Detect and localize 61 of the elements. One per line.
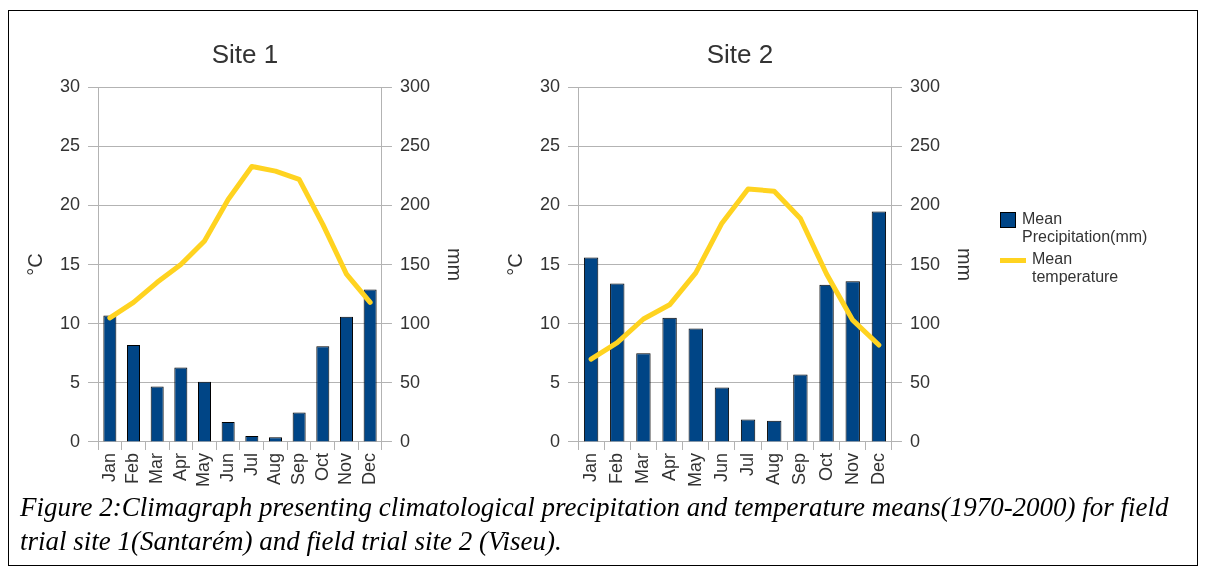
y2-tick-label: 50 [399,371,420,392]
y2-tick-label: 50 [909,371,930,392]
x-tick-label: Jun [710,453,731,483]
x-tick-label: Mar [146,452,167,484]
y-axis-title: °C [503,253,526,276]
y2-tick-label: 100 [909,312,941,333]
caption: Figure 2:Climagraph presenting climatological precipitation and temperature means(1970-2000) for field trial site 1(Santarém) and field trial site 2 (Viseu). [20,491,1170,558]
y2-axis-title: mm [954,247,977,282]
x-tick-label: Sep [789,453,810,486]
chart-title: Site 2 [706,38,774,69]
x-tick-label: Feb [606,453,627,485]
y-tick-label: 5 [70,371,81,392]
x-tick-label: Aug [763,453,784,486]
x-tick-label: May [193,453,214,488]
y-tick-label: 10 [59,312,81,333]
x-tick-label: Nov [841,453,862,486]
y-tick-label: 20 [539,194,561,215]
x-tick-label: Feb [122,453,143,485]
x-tick-label: Jun [217,453,238,483]
x-tick-label: Nov [335,453,356,486]
x-tick-label: Jul [240,453,261,477]
x-tick-label: Mar [632,452,653,484]
x-tick-label: Apr [169,452,190,482]
y-tick-label: 25 [539,135,561,156]
x-tick-label: Aug [264,453,285,486]
y-tick-label: 10 [539,312,561,333]
y2-tick-label: 150 [399,253,431,274]
y2-tick-label: 0 [909,430,920,451]
y-tick-label: 15 [59,253,81,274]
y-tick-label: 30 [539,76,561,97]
y-tick-label: 25 [59,135,81,156]
x-tick-label: May [684,453,705,488]
y2-axis-title: mm [444,247,467,282]
x-tick-label: Apr [658,452,679,482]
y-tick-label: 0 [550,430,561,451]
legend-label: Mean Precipitation(mm) [1022,210,1149,246]
legend-label: Mean temperature [1032,250,1120,286]
y2-tick-label: 300 [399,76,431,97]
y-tick-label: 20 [59,194,81,215]
y-tick-label: 15 [539,253,561,274]
x-tick-label: Dec [359,453,380,486]
x-tick-label: Dec [867,453,888,486]
x-tick-label: Sep [288,453,309,486]
x-tick-label: Jul [737,453,758,477]
y-tick-label: 0 [70,430,81,451]
y2-tick-label: 150 [909,253,941,274]
y2-tick-label: 200 [399,194,431,215]
x-tick-label: Jan [98,453,119,483]
y2-tick-label: 300 [909,76,941,97]
y2-tick-label: 100 [399,312,431,333]
chart-title: Site 1 [211,38,279,69]
y2-tick-label: 200 [909,194,941,215]
y-tick-label: 5 [550,371,561,392]
y2-tick-label: 0 [399,430,410,451]
y2-tick-label: 250 [399,135,431,156]
x-tick-label: Oct [815,453,836,482]
y-tick-label: 30 [59,76,81,97]
x-tick-label: Oct [311,453,332,482]
y-axis-title: °C [23,253,46,276]
y2-tick-label: 250 [909,135,941,156]
x-tick-label: Jan [580,453,601,483]
